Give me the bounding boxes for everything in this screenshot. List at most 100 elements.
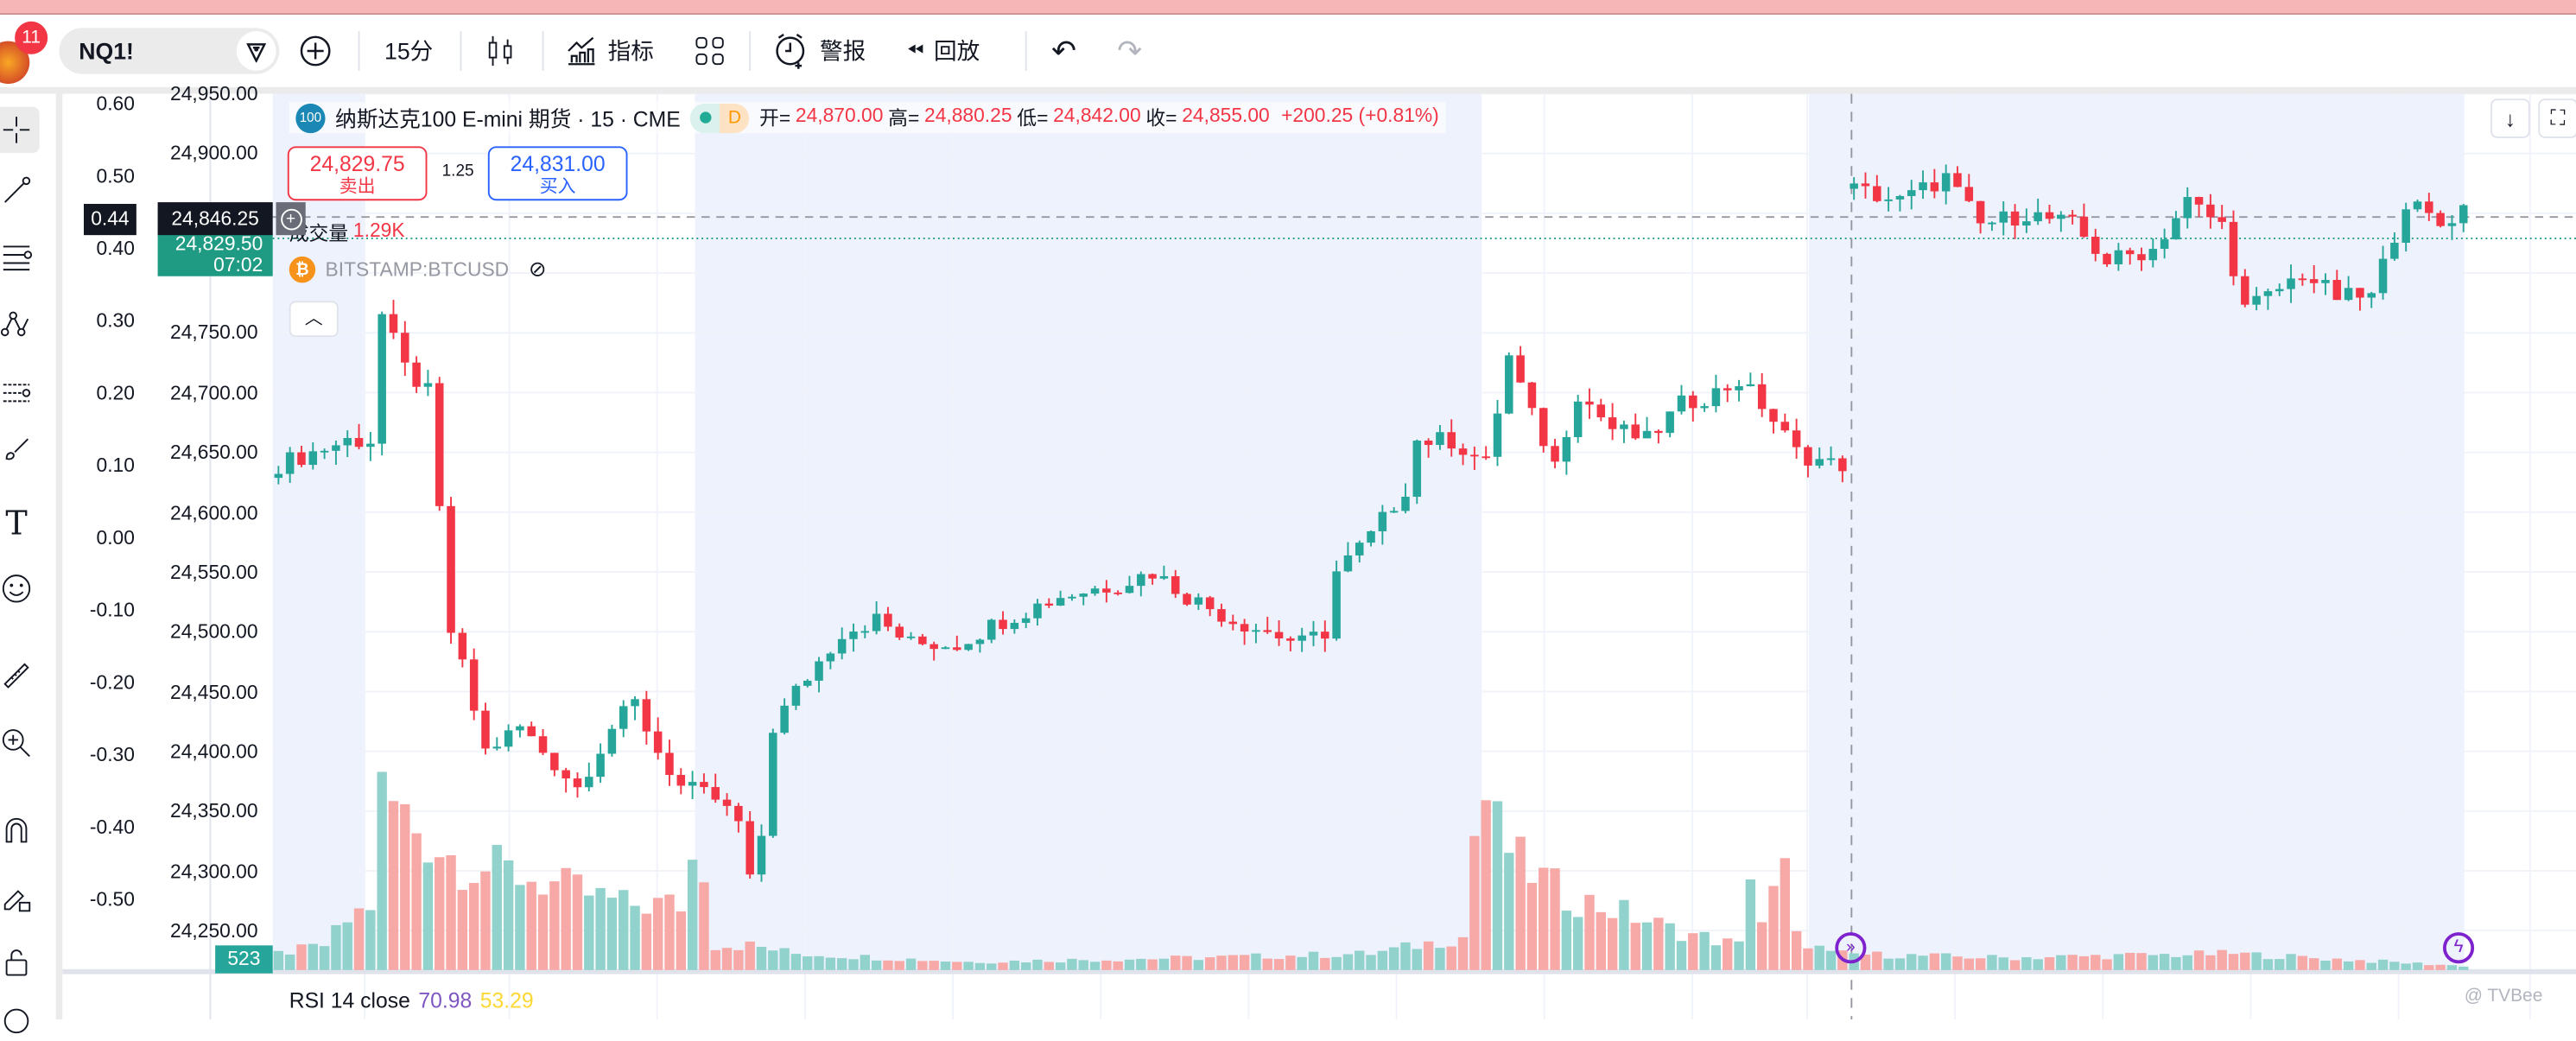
volume-bar (1780, 858, 1791, 970)
candle-body (1274, 632, 1284, 638)
volume-bar (308, 943, 318, 970)
candle-body (849, 632, 858, 639)
volume-bar (377, 771, 387, 970)
zoom-tool[interactable] (0, 720, 40, 766)
candle-body (1355, 543, 1364, 555)
buy-label: 买入 (539, 177, 576, 198)
volume-bar (2102, 959, 2112, 970)
collapse-legend-button[interactable]: ︿ (289, 301, 339, 338)
pattern-tool[interactable] (0, 301, 40, 346)
measure-tool[interactable] (0, 653, 40, 699)
replay-button[interactable]: ⏪︎ 回放 (907, 28, 980, 73)
volume-bar (721, 948, 733, 970)
trend-line-tool[interactable] (0, 168, 40, 213)
volume-bar (2332, 958, 2343, 970)
lock-drawings-tool[interactable] (0, 875, 40, 921)
alert-button[interactable]: 警报 (774, 28, 866, 73)
candle-body (1780, 422, 1790, 431)
crosshair-tool[interactable] (0, 106, 40, 153)
candle-body (1343, 555, 1353, 572)
candle-body (1677, 395, 1686, 412)
flash-marker-icon[interactable]: ϟ (2442, 932, 2475, 964)
fullscreen-button[interactable]: ⛶ (2538, 98, 2576, 138)
undo-button[interactable]: ↶ (1051, 28, 1076, 73)
price-axis-label: 24,500.00 (170, 619, 258, 644)
arrow-down-icon: ↓ (2504, 105, 2516, 131)
candle-body (1631, 424, 1640, 439)
candle-body (1861, 183, 1870, 187)
left-axis-label: 0.10 (96, 454, 135, 477)
candle-body (757, 835, 766, 875)
volume-bar (2377, 959, 2389, 970)
candle-body (837, 638, 847, 654)
candle-body (481, 710, 490, 749)
volume-bar (1665, 923, 1675, 970)
volume-bar (1814, 945, 1824, 970)
chart-type-button[interactable] (486, 28, 516, 73)
lock-tool[interactable] (0, 939, 40, 985)
candle-body (585, 777, 593, 788)
candle-body (1999, 211, 2008, 223)
volume-bar (2308, 958, 2319, 970)
fib-tool[interactable] (0, 233, 40, 279)
templates-button[interactable] (695, 28, 724, 73)
volume-bar (411, 833, 422, 970)
hidden-eye-icon[interactable]: ⊘ (528, 256, 547, 282)
bar-countdown: 07:02 (213, 253, 263, 276)
redo-button[interactable]: ↷ (1117, 28, 1142, 73)
candle-body (769, 733, 777, 836)
candle-body (2275, 289, 2284, 292)
candle-body (378, 314, 386, 444)
buy-button[interactable]: 24,831.00 买入 (487, 146, 628, 201)
volume-bar (492, 845, 502, 970)
candle-body (2263, 291, 2273, 296)
session-background (695, 93, 1482, 972)
candle-body (285, 452, 295, 474)
indicators-button[interactable]: 指标 (565, 28, 654, 73)
volume-bar (1952, 956, 1963, 970)
market-status[interactable]: D (690, 102, 750, 133)
symbol-pin-icon[interactable] (236, 31, 276, 71)
price-axis-label: 24,400.00 (170, 739, 258, 763)
crosshair-price-label: 24,846.25 (157, 202, 273, 236)
candle-body (1159, 575, 1169, 579)
emoji-tool[interactable] (0, 566, 40, 612)
symbol-search[interactable]: NQ1! (59, 28, 280, 74)
volume-bar (1481, 800, 1491, 970)
symbol-title[interactable]: 纳斯达克100 E-mini 期货 · 15 · CME (334, 106, 681, 132)
volume-bar (652, 898, 663, 970)
visibility-tool[interactable] (0, 994, 40, 1040)
candle-body (2309, 279, 2319, 283)
text-tool[interactable]: T (0, 500, 40, 546)
add-symbol-button[interactable] (299, 28, 332, 73)
compare-symbol[interactable]: BITSTAMP:BTCUSD (325, 257, 510, 282)
candle-body (2425, 201, 2433, 213)
price-axis-label: 24,950.00 (170, 82, 258, 105)
candle-body (1562, 437, 1571, 462)
volume-bar (619, 890, 629, 970)
candle-body (1804, 447, 1812, 466)
trend-line-icon (4, 176, 31, 203)
notification-badge[interactable]: 11 (15, 21, 48, 54)
volume-bar (1526, 882, 1538, 970)
sell-button[interactable]: 24,829.75 卖出 (287, 146, 428, 201)
candle-body (1746, 384, 1755, 387)
price-chart[interactable] (62, 93, 2576, 1019)
replay-marker-icon[interactable]: » (1835, 932, 1867, 964)
top-toolbar (0, 15, 2576, 87)
left-axis-label: -0.50 (89, 887, 135, 911)
scroll-down-button[interactable]: ↓ (2490, 98, 2530, 138)
volume-bar (860, 955, 871, 970)
volume-bar (503, 860, 514, 970)
candle-body (619, 706, 628, 729)
magnet-tool[interactable] (0, 807, 40, 853)
volume-bar (1791, 930, 1802, 970)
brush-tool[interactable] (0, 426, 40, 472)
interval-label: 15分 (384, 37, 434, 65)
add-price-level-button[interactable]: + (276, 202, 306, 236)
candle-body (1919, 182, 1927, 191)
interval-button[interactable]: 15分 (384, 28, 433, 73)
price-axis-label: 24,300.00 (170, 859, 258, 883)
volume-bar (1940, 953, 1951, 970)
forecast-tool[interactable] (0, 370, 40, 416)
